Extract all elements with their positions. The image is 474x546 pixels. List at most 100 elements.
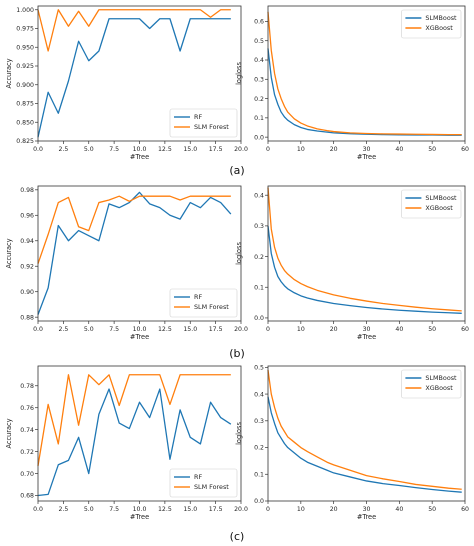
chart-panel-4: 0 10 20 30 40 50 60 0.0 0.1 0.2 0.3 0.4 #Tree logloss… [235,185,469,341]
y-tick-label: 0.4 [254,391,264,398]
x-tick-label: 7.5 [109,326,119,333]
series-line-rf [37,388,232,497]
y-tick-label: 0.94 [20,238,34,245]
x-tick-label: 10 [297,146,305,153]
y-axis-label: logloss [235,422,243,445]
y-tick-label: 0.88 [20,314,34,321]
x-tick-label: 20.0 [234,506,248,513]
y-tick-label: 0.3 [254,76,264,83]
y-tick-label: 0.2 [254,96,264,103]
x-tick-label: 17.5 [209,326,223,333]
chart-panel-5: 0.0 2.5 5.0 7.5 10.0 12.5 15.0 17.5 20.0 0.68 0.70… [5,365,248,521]
x-tick-label: 20 [330,326,338,333]
x-tick-label: 10.0 [133,326,147,333]
x-tick-label: 5.0 [84,506,94,513]
y-tick-label: 0.925 [16,63,34,70]
x-tick-label: 20 [330,506,338,513]
series-line-slm-forest [37,195,231,264]
y-tick-label: 0.6 [254,19,264,26]
x-tick-label: 2.5 [58,326,68,333]
legend: RF SLM Forest [169,288,238,318]
y-tick-label: 0.1 [254,471,264,478]
legend-box [169,288,238,318]
y-tick-label: 0.850 [16,119,34,126]
legend: SLMBoost XGBoost [401,189,462,219]
x-tick-label: 10 [297,506,305,513]
chart-panel-6: 0 10 20 30 40 50 60 0.0 0.1 0.2 0.3 0.4 0.5 #Tree logl… [235,365,469,521]
legend-box [169,108,238,138]
y-tick-label: 0.1 [254,115,264,122]
y-tick-label: 0.5 [254,365,264,372]
series-line-xgboost [267,187,462,312]
caption-c: (c) [230,530,245,543]
y-tick-label: 0.975 [16,26,34,33]
series-line-rf [37,18,231,138]
legend-label: SLM Forest [194,123,229,131]
x-tick-label: 12.5 [158,506,172,513]
x-tick-label: 0.0 [33,506,43,513]
legend-label: SLMBoost [425,14,457,22]
series-line-rf [37,191,232,315]
x-tick-label: 40 [395,146,403,153]
x-tick-label: 30 [363,506,371,513]
x-tick-label: 5.0 [84,146,94,153]
x-tick-label: 17.5 [209,506,223,513]
y-tick-label: 0.875 [16,101,34,108]
x-axis-label: #Tree [357,153,376,161]
legend-box [401,369,462,399]
legend-label: XGBoost [425,204,453,212]
x-tick-label: 50 [428,506,436,513]
legend-label: XGBoost [425,384,453,392]
series-line-slmboost [267,48,462,136]
x-tick-label: 0 [266,326,270,333]
y-tick-label: 0.3 [254,223,264,230]
y-tick-label: 0.70 [20,471,34,478]
x-tick-label: 7.5 [109,506,119,513]
y-tick-label: 0.825 [16,138,34,145]
legend-label: RF [194,293,202,301]
series-line-slmboost [267,396,462,493]
legend-label: XGBoost [425,24,453,32]
legend-label: SLM Forest [194,483,229,491]
y-tick-label: 0.2 [254,254,264,261]
y-axis-label: Accuracy [5,58,13,88]
x-tick-label: 50 [428,146,436,153]
x-axis-label: #Tree [357,513,376,521]
legend-label: RF [194,113,202,121]
legend-box [401,9,462,39]
x-tick-label: 20 [330,146,338,153]
x-tick-label: 20.0 [234,146,248,153]
legend-label: SLMBoost [425,194,457,202]
x-tick-label: 15.0 [183,326,197,333]
x-axis-label: #Tree [130,153,149,161]
legend: SLMBoost XGBoost [401,369,462,399]
x-tick-label: 10 [297,326,305,333]
y-tick-label: 0.0 [254,134,264,141]
y-tick-label: 0.96 [20,212,34,219]
y-tick-label: 0.2 [254,445,264,452]
x-tick-label: 50 [428,326,436,333]
legend-label: SLMBoost [425,374,457,382]
x-tick-label: 60 [461,326,469,333]
x-tick-label: 0.0 [33,326,43,333]
y-tick-label: 0.4 [254,57,264,64]
y-tick-label: 0.0 [254,498,264,505]
legend: SLMBoost XGBoost [401,9,462,39]
x-tick-label: 40 [395,506,403,513]
series-line-slmboost [267,225,462,314]
x-tick-label: 0 [266,146,270,153]
y-tick-label: 0.0 [254,315,264,322]
y-tick-label: 0.74 [20,427,34,434]
chart-panel-2: 0 10 20 30 40 50 60 0.0 0.1 0.2 0.3 0.4 0.5 0.6 #Tree l… [235,5,469,161]
y-tick-label: 0.90 [20,289,34,296]
x-tick-label: 30 [363,146,371,153]
y-tick-label: 0.98 [20,187,34,194]
x-tick-label: 60 [461,146,469,153]
x-axis-label: #Tree [130,513,149,521]
y-tick-label: 0.5 [254,38,264,45]
legend: RF SLM Forest [169,108,238,138]
x-tick-label: 15.0 [183,506,197,513]
y-tick-label: 0.92 [20,263,34,270]
